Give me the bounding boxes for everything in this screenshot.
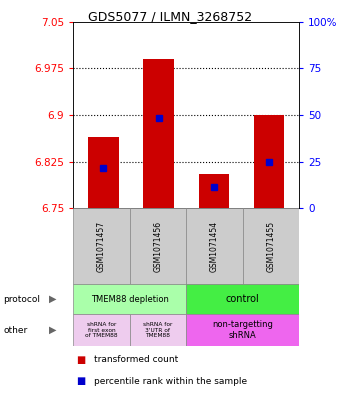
Text: GSM1071457: GSM1071457	[97, 220, 106, 272]
Bar	[186, 314, 299, 346]
Text: protocol: protocol	[3, 295, 40, 303]
Text: transformed count: transformed count	[94, 356, 178, 364]
Text: ■: ■	[76, 355, 86, 365]
Text: percentile rank within the sample: percentile rank within the sample	[94, 377, 246, 386]
Text: GSM1071455: GSM1071455	[267, 220, 275, 272]
Bar	[199, 174, 229, 208]
Bar	[73, 208, 130, 284]
Text: other: other	[3, 325, 28, 334]
Bar	[130, 314, 186, 346]
Text: TMEM88 depletion: TMEM88 depletion	[91, 295, 169, 303]
Bar	[88, 137, 119, 208]
Bar	[143, 59, 174, 208]
Text: ■: ■	[76, 376, 86, 386]
Text: shRNA for
first exon
of TMEM88: shRNA for first exon of TMEM88	[85, 322, 118, 338]
Text: non-targetting
shRNA: non-targetting shRNA	[212, 320, 273, 340]
Text: GSM1071454: GSM1071454	[210, 220, 219, 272]
Text: GSM1071456: GSM1071456	[153, 220, 163, 272]
Text: ▶: ▶	[49, 294, 56, 304]
Text: GDS5077 / ILMN_3268752: GDS5077 / ILMN_3268752	[88, 10, 252, 23]
Text: control: control	[226, 294, 259, 304]
Text: shRNA for
3'UTR of
TMEM88: shRNA for 3'UTR of TMEM88	[143, 322, 173, 338]
Bar	[73, 284, 186, 314]
Text: ▶: ▶	[49, 325, 56, 335]
Bar	[254, 115, 284, 208]
Bar	[73, 314, 130, 346]
Bar	[130, 208, 186, 284]
Bar	[243, 208, 299, 284]
Bar	[186, 284, 299, 314]
Bar	[186, 208, 243, 284]
